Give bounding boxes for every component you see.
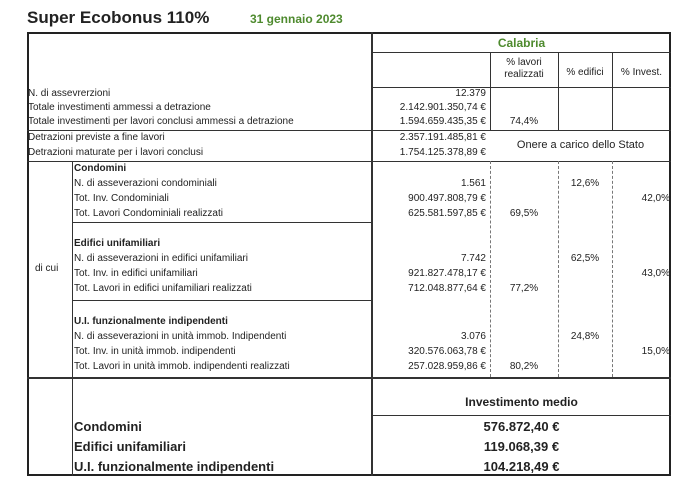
divider	[558, 161, 559, 377]
divider	[372, 87, 671, 88]
group-row-value: 3.076	[460, 331, 486, 342]
onere-label: Onere a carico dello Stato	[516, 139, 645, 151]
group-row-lavori: 69,5%	[509, 208, 539, 219]
group-row-value: 921.827.478,17 €	[408, 268, 486, 279]
group-row-value: 257.028.959,86 €	[408, 361, 486, 372]
col-lavori-header: % lavori realizzati	[504, 57, 544, 80]
group-row-invest: 15,0%	[641, 346, 670, 357]
row-label: Totale investimenti per lavori conclusi …	[28, 116, 294, 127]
di-cui-label: di cui	[35, 263, 59, 274]
divider	[72, 161, 73, 476]
table-frame	[27, 32, 671, 476]
divider	[612, 161, 613, 377]
row-label: Detrazioni previste a fine lavori	[28, 132, 165, 143]
investimento-label: Condomini	[74, 419, 142, 434]
row-label: N. di assevrerzioni	[28, 88, 111, 99]
row-label: Detrazioni maturate per i lavori conclus…	[28, 147, 204, 158]
group-row-edifici: 12,6%	[570, 178, 600, 189]
group-row-label: N. di asseverazioni in edifici unifamili…	[74, 253, 248, 264]
group-row-label: Tot. Lavori Condominiali realizzati	[74, 208, 223, 219]
group-row-invest: 42,0%	[641, 193, 670, 204]
group-row-edifici: 62,5%	[570, 253, 600, 264]
investimento-title: Investimento medio	[465, 395, 578, 409]
divider	[490, 161, 491, 377]
group-title: Edifici unifamiliari	[74, 238, 161, 249]
divider	[372, 52, 671, 53]
group-row-label: Tot. Lavori in edifici unifamiliari real…	[74, 283, 252, 294]
group-row-label: Tot. Lavori in unità immob. indipendenti…	[74, 361, 290, 372]
group-row-value: 7.742	[460, 253, 486, 264]
row-value: 1.594.659.435,35 €	[399, 116, 486, 127]
row-value: 12.379	[455, 88, 486, 99]
divider	[612, 52, 613, 130]
divider	[558, 52, 559, 130]
group-row-label: N. di asseverazioni in unità immob. Indi…	[74, 331, 287, 342]
group-row-value: 1.561	[460, 178, 486, 189]
investimento-value: 104.218,49 €	[483, 459, 560, 474]
group-row-lavori: 77,2%	[509, 283, 539, 294]
row-lavori: 74,4%	[509, 116, 539, 127]
group-row-value: 625.581.597,85 €	[408, 208, 486, 219]
divider	[27, 161, 671, 162]
group-row-edifici: 24,8%	[570, 331, 600, 342]
divider	[371, 32, 373, 476]
group-row-label: N. di asseverazioni condominiali	[74, 178, 217, 189]
divider	[27, 130, 671, 131]
group-row-value: 320.576.063,78 €	[408, 346, 486, 357]
col-edifici-header: % edifici	[566, 67, 604, 78]
row-label: Totale investimenti ammessi a detrazione	[28, 102, 211, 113]
divider	[490, 52, 491, 130]
group-row-label: Tot. Inv. in unità immob. indipendenti	[74, 346, 236, 357]
investimento-label: U.I. funzionalmente indipendenti	[74, 459, 275, 474]
page-title: Super Ecobonus 110%	[27, 8, 210, 27]
group-row-lavori: 80,2%	[509, 361, 539, 372]
group-row-label: Tot. Inv. in edifici unifamiliari	[74, 268, 198, 279]
region-header: Calabria	[497, 36, 546, 50]
row-value: 1.754.125.378,89 €	[399, 147, 486, 158]
divider	[72, 300, 372, 301]
row-value: 2.142.901.350,74 €	[399, 102, 486, 113]
investimento-label: Edifici unifamiliari	[74, 439, 186, 454]
investimento-value: 119.068,39 €	[483, 439, 560, 454]
group-row-invest: 43,0%	[641, 268, 670, 279]
group-row-value: 712.048.877,64 €	[408, 283, 486, 294]
divider	[27, 377, 671, 379]
investimento-value: 576.872,40 €	[483, 419, 560, 434]
divider	[372, 415, 671, 416]
col-invest-header: % Invest.	[620, 67, 663, 78]
group-row-label: Tot. Inv. Condominiali	[74, 193, 169, 204]
row-value: 2.357.191.485,81 €	[399, 132, 486, 143]
date: 31 gennaio 2023	[250, 12, 343, 26]
divider	[72, 222, 372, 223]
group-row-value: 900.497.808,79 €	[408, 193, 486, 204]
group-title: U.I. funzionalmente indipendenti	[74, 316, 228, 327]
group-title: Condomini	[74, 163, 127, 174]
